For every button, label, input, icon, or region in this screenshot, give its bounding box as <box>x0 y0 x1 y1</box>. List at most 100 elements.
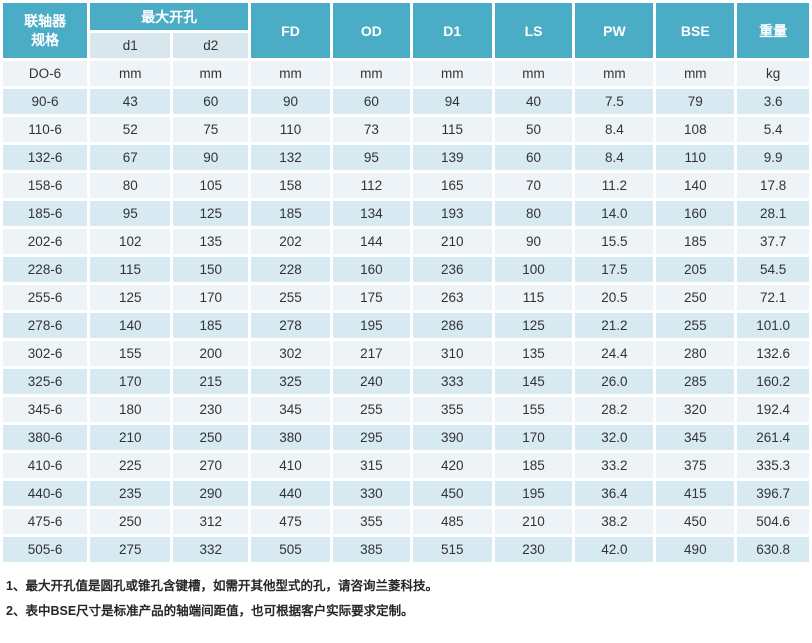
table-cell: 310 <box>412 341 492 366</box>
table-cell: 380 <box>251 425 330 450</box>
header-bse: BSE <box>656 3 735 58</box>
table-cell: 185-6 <box>3 201 88 226</box>
table-row: 345-6 180 230 345 255 355 155 28.2 320 192.4 <box>3 397 809 422</box>
table-cell: 278 <box>251 313 330 338</box>
table-cell: mm <box>332 61 410 86</box>
table-cell: 485 <box>412 509 492 534</box>
header-d1-big: D1 <box>412 3 492 58</box>
table-row: 255-6 125 170 255 175 263 115 20.5 250 72.1 <box>3 285 809 310</box>
table-cell: 250 <box>173 425 249 450</box>
table-cell: 50 <box>494 117 573 142</box>
table-cell: 375 <box>656 453 735 478</box>
table-cell: 490 <box>656 537 735 562</box>
table-cell: 192.4 <box>737 397 809 422</box>
table-cell: 332 <box>173 537 249 562</box>
table-cell: 325 <box>251 369 330 394</box>
table-cell: 75 <box>173 117 249 142</box>
table-cell: 21.2 <box>575 313 654 338</box>
table-cell: mm <box>494 61 573 86</box>
table-cell: 255 <box>332 397 410 422</box>
table-row: 158-6 80 105 158 112 165 70 11.2 140 17.8 <box>3 173 809 198</box>
table-cell: 135 <box>494 341 573 366</box>
table-cell: 380-6 <box>3 425 88 450</box>
table-row: 505-6 275 332 505 385 515 230 42.0 490 630.8 <box>3 537 809 562</box>
table-cell: 440 <box>251 481 330 506</box>
table-cell: 132-6 <box>3 145 88 170</box>
table-cell: 450 <box>656 509 735 534</box>
table-cell: 110-6 <box>3 117 88 142</box>
table-cell: 415 <box>656 481 735 506</box>
table-cell: 90 <box>173 145 249 170</box>
table-cell: 79 <box>656 89 735 114</box>
table-cell: 475-6 <box>3 509 88 534</box>
table-cell: 210 <box>494 509 573 534</box>
table-cell: 90 <box>251 89 330 114</box>
table-cell: 40 <box>494 89 573 114</box>
table-cell: 115 <box>494 285 573 310</box>
table-cell: 355 <box>332 509 410 534</box>
table-cell: 160 <box>332 257 410 282</box>
table-cell: 38.2 <box>575 509 654 534</box>
table-cell: 315 <box>332 453 410 478</box>
table-cell: 505-6 <box>3 537 88 562</box>
table-cell: 101.0 <box>737 313 809 338</box>
table-cell: 278-6 <box>3 313 88 338</box>
table-cell: 155 <box>90 341 171 366</box>
table-cell: 236 <box>412 257 492 282</box>
table-cell: 255 <box>656 313 735 338</box>
table-cell: mm <box>90 61 171 86</box>
table-cell: 330 <box>332 481 410 506</box>
table-cell: 185 <box>251 201 330 226</box>
table-cell: 70 <box>494 173 573 198</box>
table-cell: 36.4 <box>575 481 654 506</box>
table-cell: 52 <box>90 117 171 142</box>
table-cell: 295 <box>332 425 410 450</box>
table-cell: 155 <box>494 397 573 422</box>
table-cell: 54.5 <box>737 257 809 282</box>
table-cell: 200 <box>173 341 249 366</box>
table-cell: 17.5 <box>575 257 654 282</box>
table-cell: 202 <box>251 229 330 254</box>
footnote-1: 1、最大开孔值是圆孔或锥孔含键槽，如需开其他型式的孔，请咨询兰菱科技。 <box>6 579 438 593</box>
table-cell: 134 <box>332 201 410 226</box>
table-cell: 26.0 <box>575 369 654 394</box>
table-cell: 175 <box>332 285 410 310</box>
table-cell: 8.4 <box>575 117 654 142</box>
table-cell: 210 <box>90 425 171 450</box>
header-max-bore: 最大开孔 <box>90 3 249 30</box>
table-cell: 140 <box>90 313 171 338</box>
table-cell: 60 <box>332 89 410 114</box>
table-row: 228-6 115 150 228 160 236 100 17.5 205 54.5 <box>3 257 809 282</box>
coupling-spec-table: 联轴器 规格 最大开孔 FD OD D1 LS PW BSE 重量 d1 d2 … <box>3 3 809 562</box>
table-cell: 125 <box>90 285 171 310</box>
table-row: 185-6 95 125 185 134 193 80 14.0 160 28.1 <box>3 201 809 226</box>
table-cell: 325-6 <box>3 369 88 394</box>
table-row: 90-6 43 60 90 60 94 40 7.5 79 3.6 <box>3 89 809 114</box>
table-cell: 335.3 <box>737 453 809 478</box>
table-cell: 217 <box>332 341 410 366</box>
table-cell: 250 <box>656 285 735 310</box>
table-row: 132-6 67 90 132 95 139 60 8.4 110 9.9 <box>3 145 809 170</box>
table-cell: 475 <box>251 509 330 534</box>
table-cell: 3.6 <box>737 89 809 114</box>
table-row: 302-6 155 200 302 217 310 135 24.4 280 132.6 <box>3 341 809 366</box>
table-cell: 270 <box>173 453 249 478</box>
table-cell: 286 <box>412 313 492 338</box>
table-cell: 280 <box>656 341 735 366</box>
table-cell: 108 <box>656 117 735 142</box>
table-cell: 290 <box>173 481 249 506</box>
table-cell: 345-6 <box>3 397 88 422</box>
table-cell: mm <box>412 61 492 86</box>
table-cell: 17.8 <box>737 173 809 198</box>
table-cell: 135 <box>173 229 249 254</box>
table-cell: 285 <box>656 369 735 394</box>
table-cell: 385 <box>332 537 410 562</box>
table-cell: 80 <box>494 201 573 226</box>
table-cell: 255-6 <box>3 285 88 310</box>
table-cell: 150 <box>173 257 249 282</box>
table-cell: 112 <box>332 173 410 198</box>
table-cell: 100 <box>494 257 573 282</box>
table-cell: 630.8 <box>737 537 809 562</box>
table-cell: 195 <box>494 481 573 506</box>
